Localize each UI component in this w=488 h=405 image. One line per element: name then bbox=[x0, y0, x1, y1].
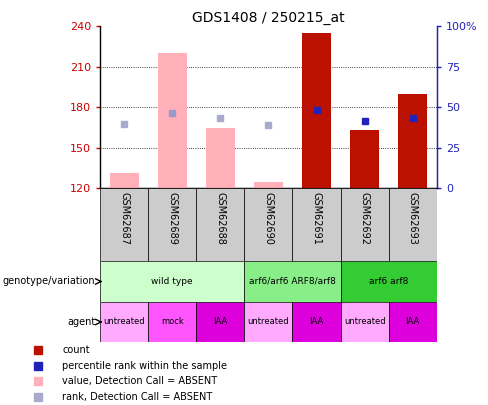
Bar bbox=[148, 188, 196, 261]
Bar bbox=[302, 33, 331, 188]
Bar bbox=[100, 261, 244, 302]
Bar bbox=[341, 302, 388, 342]
Text: GSM62692: GSM62692 bbox=[360, 192, 369, 245]
Bar bbox=[148, 302, 196, 342]
Text: arf6 arf8: arf6 arf8 bbox=[369, 277, 408, 286]
Text: GSM62687: GSM62687 bbox=[119, 192, 129, 245]
Bar bbox=[158, 53, 186, 188]
Title: GDS1408 / 250215_at: GDS1408 / 250215_at bbox=[192, 11, 345, 25]
Bar bbox=[350, 130, 379, 188]
Bar bbox=[341, 261, 437, 302]
Bar bbox=[292, 302, 341, 342]
Text: GSM62689: GSM62689 bbox=[167, 192, 177, 245]
Bar bbox=[398, 94, 427, 188]
Text: percentile rank within the sample: percentile rank within the sample bbox=[62, 361, 227, 371]
Bar bbox=[244, 188, 292, 261]
Text: rank, Detection Call = ABSENT: rank, Detection Call = ABSENT bbox=[62, 392, 212, 402]
Text: GSM62693: GSM62693 bbox=[407, 192, 418, 245]
Text: GSM62688: GSM62688 bbox=[215, 192, 225, 245]
Bar bbox=[206, 128, 235, 188]
Text: IAA: IAA bbox=[406, 318, 420, 326]
Bar bbox=[244, 261, 341, 302]
Bar bbox=[292, 188, 341, 261]
Bar bbox=[100, 188, 148, 261]
Bar bbox=[388, 302, 437, 342]
Text: mock: mock bbox=[161, 318, 183, 326]
Bar bbox=[388, 188, 437, 261]
Bar bbox=[244, 302, 292, 342]
Bar bbox=[254, 181, 283, 188]
Text: genotype/variation: genotype/variation bbox=[2, 277, 95, 286]
Bar bbox=[196, 188, 244, 261]
Text: value, Detection Call = ABSENT: value, Detection Call = ABSENT bbox=[62, 377, 217, 386]
Text: untreated: untreated bbox=[103, 318, 145, 326]
Text: GSM62690: GSM62690 bbox=[264, 192, 273, 245]
Bar bbox=[196, 302, 244, 342]
Text: untreated: untreated bbox=[344, 318, 386, 326]
Text: agent: agent bbox=[67, 317, 95, 327]
Bar bbox=[341, 188, 388, 261]
Text: IAA: IAA bbox=[213, 318, 227, 326]
Text: untreated: untreated bbox=[247, 318, 289, 326]
Text: count: count bbox=[62, 345, 90, 355]
Text: IAA: IAA bbox=[309, 318, 324, 326]
Text: arf6/arf6 ARF8/arf8: arf6/arf6 ARF8/arf8 bbox=[249, 277, 336, 286]
Bar bbox=[100, 302, 148, 342]
Text: wild type: wild type bbox=[151, 277, 193, 286]
Bar bbox=[110, 173, 139, 188]
Text: GSM62691: GSM62691 bbox=[311, 192, 322, 245]
